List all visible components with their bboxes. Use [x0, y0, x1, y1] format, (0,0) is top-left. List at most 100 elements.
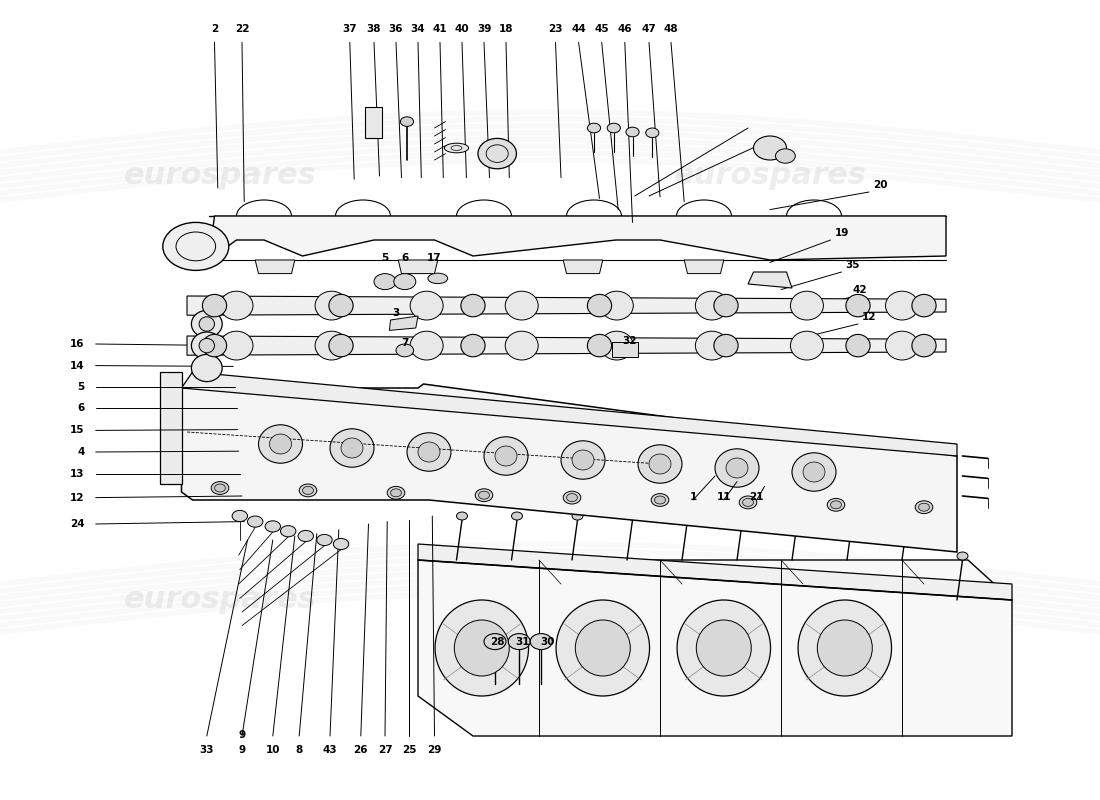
- Circle shape: [512, 512, 522, 520]
- Circle shape: [484, 634, 506, 650]
- Ellipse shape: [270, 434, 292, 454]
- Ellipse shape: [410, 291, 443, 320]
- Circle shape: [317, 534, 332, 546]
- Text: 42: 42: [852, 286, 868, 295]
- Text: 7: 7: [402, 338, 408, 348]
- Circle shape: [508, 634, 530, 650]
- Circle shape: [654, 496, 666, 504]
- Ellipse shape: [444, 143, 469, 153]
- Text: eurospares: eurospares: [673, 162, 867, 190]
- Text: 25: 25: [402, 745, 417, 755]
- Circle shape: [587, 123, 601, 133]
- Ellipse shape: [505, 331, 538, 360]
- Text: 45: 45: [594, 23, 609, 34]
- Circle shape: [566, 494, 578, 502]
- Text: 32: 32: [621, 336, 637, 346]
- Ellipse shape: [315, 331, 348, 360]
- Circle shape: [333, 538, 349, 550]
- Text: 11: 11: [716, 491, 732, 502]
- Ellipse shape: [341, 438, 363, 458]
- Ellipse shape: [587, 294, 612, 317]
- Circle shape: [627, 512, 638, 520]
- Text: 16: 16: [70, 339, 85, 349]
- Ellipse shape: [912, 334, 936, 357]
- Text: 10: 10: [265, 745, 280, 755]
- Circle shape: [456, 512, 468, 520]
- Polygon shape: [389, 316, 418, 330]
- Ellipse shape: [329, 334, 353, 357]
- Circle shape: [607, 123, 620, 133]
- Text: 2: 2: [211, 23, 218, 34]
- Circle shape: [530, 634, 552, 650]
- Text: 35: 35: [845, 259, 860, 270]
- Ellipse shape: [846, 294, 870, 317]
- Text: 9: 9: [239, 730, 245, 740]
- Ellipse shape: [726, 458, 748, 478]
- Text: 21: 21: [749, 491, 764, 502]
- Text: 4: 4: [77, 447, 85, 457]
- Ellipse shape: [886, 331, 918, 360]
- Circle shape: [739, 496, 757, 509]
- Circle shape: [847, 512, 858, 520]
- Text: 24: 24: [70, 519, 85, 529]
- Text: 46: 46: [617, 23, 632, 34]
- Ellipse shape: [912, 294, 936, 317]
- Text: 37: 37: [342, 23, 358, 34]
- Circle shape: [211, 482, 229, 494]
- Ellipse shape: [803, 462, 825, 482]
- Circle shape: [394, 274, 416, 290]
- Text: 30: 30: [540, 637, 556, 647]
- Ellipse shape: [418, 442, 440, 462]
- Text: 14: 14: [70, 361, 85, 370]
- Circle shape: [163, 222, 229, 270]
- Circle shape: [390, 489, 402, 497]
- Polygon shape: [255, 260, 295, 274]
- Polygon shape: [418, 544, 1012, 600]
- Circle shape: [478, 491, 490, 499]
- Ellipse shape: [572, 450, 594, 470]
- Circle shape: [742, 498, 754, 506]
- Circle shape: [902, 512, 913, 520]
- Text: 1: 1: [690, 491, 696, 502]
- Ellipse shape: [428, 273, 448, 284]
- Polygon shape: [398, 260, 438, 274]
- Text: eurospares: eurospares: [123, 586, 317, 614]
- Circle shape: [563, 491, 581, 504]
- Ellipse shape: [886, 291, 918, 320]
- Ellipse shape: [191, 332, 222, 359]
- Ellipse shape: [587, 334, 612, 357]
- Circle shape: [299, 484, 317, 497]
- Ellipse shape: [846, 334, 870, 357]
- Text: 26: 26: [353, 745, 369, 755]
- Text: 23: 23: [548, 23, 563, 34]
- Ellipse shape: [191, 310, 222, 338]
- Text: 27: 27: [377, 745, 393, 755]
- Ellipse shape: [199, 338, 214, 353]
- Ellipse shape: [638, 445, 682, 483]
- Ellipse shape: [714, 334, 738, 357]
- Ellipse shape: [199, 317, 214, 331]
- Text: 41: 41: [432, 23, 448, 34]
- Text: 33: 33: [199, 745, 214, 755]
- Polygon shape: [563, 260, 603, 274]
- Ellipse shape: [330, 429, 374, 467]
- Circle shape: [737, 512, 748, 520]
- Ellipse shape: [329, 294, 353, 317]
- Text: 47: 47: [641, 23, 657, 34]
- Ellipse shape: [696, 620, 751, 676]
- Circle shape: [265, 521, 280, 532]
- Circle shape: [248, 516, 263, 527]
- Circle shape: [302, 486, 313, 494]
- Text: 39: 39: [476, 23, 492, 34]
- Ellipse shape: [649, 454, 671, 474]
- Text: 12: 12: [70, 493, 85, 502]
- Ellipse shape: [202, 294, 227, 317]
- Polygon shape: [160, 372, 182, 484]
- Circle shape: [682, 512, 693, 520]
- Polygon shape: [748, 272, 792, 288]
- Ellipse shape: [714, 294, 738, 317]
- Ellipse shape: [817, 620, 872, 676]
- Polygon shape: [187, 336, 946, 355]
- Ellipse shape: [799, 600, 892, 696]
- Circle shape: [792, 512, 803, 520]
